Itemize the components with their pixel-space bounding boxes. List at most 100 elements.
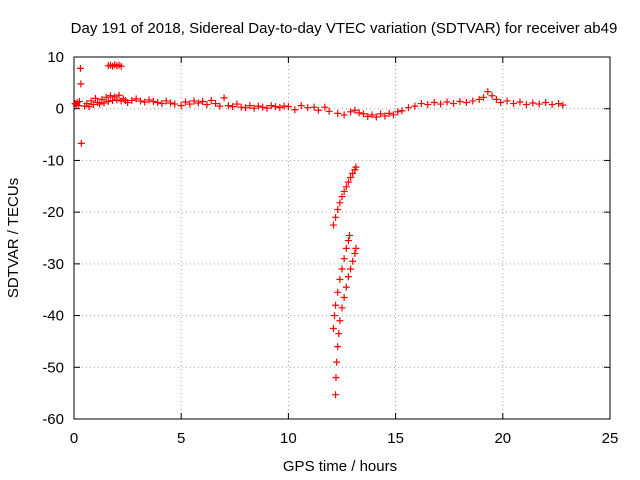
data-point xyxy=(259,103,267,111)
data-point xyxy=(216,102,224,110)
series-upper-arc xyxy=(329,163,360,229)
y-tick-label: 0 xyxy=(56,101,64,118)
data-point xyxy=(136,97,144,105)
series-lower-arc xyxy=(332,244,360,399)
data-point xyxy=(335,330,343,338)
data-point xyxy=(456,97,464,105)
data-point xyxy=(162,97,170,105)
data-point xyxy=(355,109,363,117)
data-point xyxy=(510,100,518,108)
data-point xyxy=(166,99,174,107)
data-point xyxy=(349,169,357,177)
data-point xyxy=(424,101,432,109)
x-tick-label: 10 xyxy=(280,430,297,447)
data-point xyxy=(330,312,338,320)
data-point xyxy=(497,99,505,107)
data-point xyxy=(548,101,556,109)
data-point xyxy=(304,104,312,112)
data-point xyxy=(76,64,84,72)
plot-frame xyxy=(73,56,611,420)
x-tick-label: 25 xyxy=(602,430,619,447)
data-point xyxy=(321,103,329,111)
data-point xyxy=(177,102,185,110)
data-point xyxy=(310,103,318,111)
data-point xyxy=(338,193,346,201)
data-point xyxy=(449,100,457,108)
data-point xyxy=(347,108,355,116)
data-point xyxy=(276,104,284,112)
data-point xyxy=(336,199,344,207)
data-point xyxy=(542,99,550,107)
x-tick-label: 0 xyxy=(70,430,78,447)
data-point xyxy=(115,91,123,99)
data-point xyxy=(342,183,350,191)
data-point xyxy=(325,107,333,115)
data-point xyxy=(77,80,85,88)
x-axis-label: GPS time / hours xyxy=(283,458,397,475)
data-point xyxy=(417,100,425,108)
data-point xyxy=(85,103,93,111)
data-point xyxy=(77,139,85,147)
data-point xyxy=(352,244,360,252)
x-tick-label: 5 xyxy=(177,430,185,447)
data-point xyxy=(75,97,83,105)
grid-lines xyxy=(74,57,610,419)
data-point xyxy=(104,97,112,105)
y-tick-label: -20 xyxy=(42,204,64,221)
data-point xyxy=(475,95,483,103)
y-tick-label: -10 xyxy=(42,152,64,169)
data-point xyxy=(559,101,567,109)
data-point xyxy=(220,94,228,102)
x-tick-label: 15 xyxy=(387,430,404,447)
data-point xyxy=(340,293,348,301)
data-point xyxy=(351,250,359,258)
data-point xyxy=(359,110,367,118)
data-point xyxy=(190,97,198,105)
data-point xyxy=(332,374,340,382)
data-point xyxy=(377,110,385,118)
data-point xyxy=(555,100,563,108)
data-point xyxy=(351,106,359,114)
data-point xyxy=(462,99,470,107)
data-point xyxy=(124,99,132,107)
data-point xyxy=(128,96,136,104)
data-point xyxy=(340,187,348,195)
data-point xyxy=(149,97,157,105)
data-point xyxy=(344,178,352,186)
data-point xyxy=(98,95,106,103)
data-point xyxy=(332,301,340,309)
data-point xyxy=(194,99,202,107)
data-point xyxy=(480,93,488,101)
data-point xyxy=(340,111,348,119)
data-point xyxy=(332,213,340,221)
data-point xyxy=(106,92,114,100)
data-point xyxy=(529,99,537,107)
data-point xyxy=(186,100,194,108)
data-point xyxy=(364,112,372,120)
chart-title: Day 191 of 2018, Sidereal Day-to-day VTE… xyxy=(71,20,618,37)
data-point xyxy=(334,206,342,214)
data-point xyxy=(254,102,262,110)
data-point xyxy=(381,112,389,120)
y-tick-label: -50 xyxy=(42,359,64,376)
data-point xyxy=(102,93,110,101)
data-point xyxy=(181,98,189,106)
data-point xyxy=(242,104,250,112)
data-point xyxy=(516,98,524,106)
data-point xyxy=(394,108,402,116)
data-point xyxy=(503,97,511,105)
data-point xyxy=(272,103,280,111)
data-point xyxy=(207,96,215,104)
data-point xyxy=(338,265,346,273)
data-point xyxy=(91,94,99,102)
axis-ticks: 0 5 10 15 20 25 -60 -50 -40 -30 -20 -10 0 10 xyxy=(42,49,618,447)
data-point xyxy=(333,358,341,366)
data-points xyxy=(71,61,567,399)
data-point xyxy=(346,231,354,239)
data-point xyxy=(158,100,166,108)
data-point xyxy=(263,104,271,112)
data-point xyxy=(469,97,477,105)
data-point xyxy=(342,244,350,252)
data-point xyxy=(334,109,342,117)
